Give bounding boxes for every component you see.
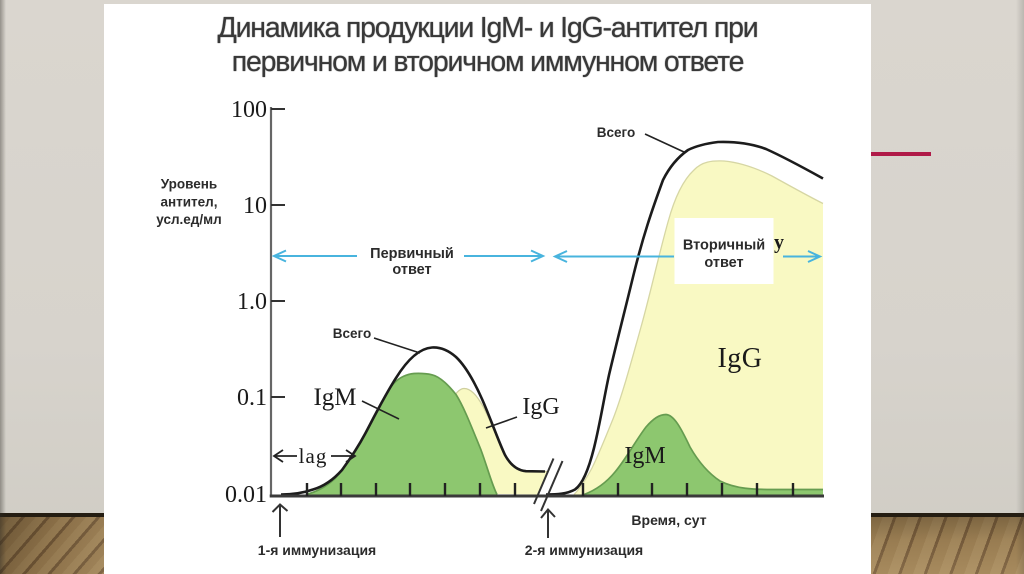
svg-text:0.01: 0.01: [225, 482, 267, 508]
svg-text:IgG: IgG: [522, 394, 559, 420]
svg-text:1.0: 1.0: [237, 289, 267, 315]
svg-text:1-я иммунизация: 1-я иммунизация: [258, 542, 376, 558]
svg-text:10: 10: [243, 193, 267, 219]
svg-text:у: у: [774, 232, 784, 254]
svg-text:IgM: IgM: [313, 384, 356, 411]
svg-text:Всего: Всего: [597, 125, 635, 140]
svg-text:Вторичный: Вторичный: [683, 238, 765, 254]
svg-text:антител,: антител,: [160, 195, 217, 210]
svg-text:Всего: Всего: [333, 326, 371, 341]
svg-text:Время, сут: Время, сут: [631, 512, 706, 528]
svg-text:Первичный: Первичный: [370, 246, 454, 262]
svg-text:Уровень: Уровень: [161, 177, 217, 192]
svg-text:ответ: ответ: [392, 262, 431, 278]
svg-text:ответ: ответ: [704, 255, 743, 271]
svg-text:усл.ед/мл: усл.ед/мл: [156, 212, 221, 227]
svg-text:IgM: IgM: [624, 443, 665, 469]
svg-text:2-я иммунизация: 2-я иммунизация: [525, 542, 643, 558]
svg-text:IgG: IgG: [717, 343, 762, 374]
svg-text:0.1: 0.1: [237, 385, 267, 411]
svg-text:lag: lag: [299, 444, 328, 468]
svg-text:100: 100: [231, 97, 267, 123]
